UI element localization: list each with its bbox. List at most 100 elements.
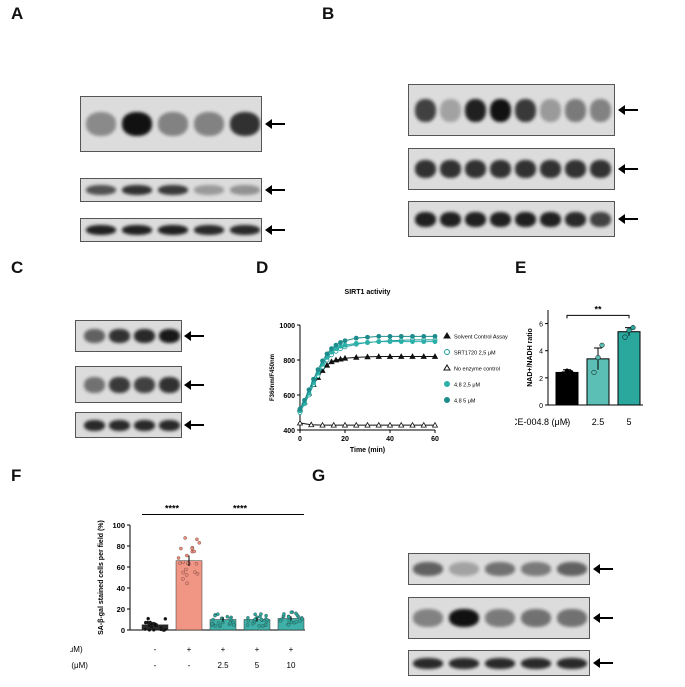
- data-point: [622, 334, 628, 340]
- data-point: [298, 619, 302, 623]
- protein-band: [484, 609, 516, 627]
- protein-band: [193, 112, 225, 136]
- data-point: [421, 333, 427, 339]
- data-point: [375, 353, 382, 359]
- chart-title: SIRT1 activity: [345, 289, 391, 296]
- data-point: [353, 340, 359, 346]
- protein-band: [158, 376, 180, 393]
- western-blot-panel-a: [0, 0, 320, 250]
- data-point: [409, 421, 416, 428]
- data-point: [286, 622, 291, 627]
- data-point: [228, 617, 233, 621]
- data-point: [364, 353, 371, 360]
- data-point: [386, 353, 394, 359]
- data-point: [259, 617, 264, 622]
- blot-strip: [80, 218, 262, 242]
- condition-mark: 2.5: [217, 661, 229, 670]
- data-point: [308, 421, 315, 428]
- legend-label: SRT1720 2,5 μM: [454, 351, 496, 357]
- western-blot-panel-g: [310, 465, 685, 685]
- data-point: [232, 623, 236, 627]
- y-tick-label: 40: [117, 584, 125, 593]
- x-axis-label: Time (min): [350, 447, 385, 454]
- protein-band: [514, 211, 536, 227]
- y-tick-label: 20: [117, 605, 125, 614]
- protein-band: [83, 419, 105, 431]
- protein-band: [158, 329, 180, 343]
- y-axis-label: F360nm/F450nm: [270, 354, 276, 401]
- data-point: [338, 340, 343, 345]
- y-tick-label: 80: [117, 542, 125, 551]
- arrow-icon: [618, 105, 638, 115]
- data-point: [264, 613, 268, 618]
- data-point: [306, 387, 312, 393]
- data-point: [192, 549, 196, 554]
- protein-band: [121, 225, 153, 235]
- y-tick-label: 4: [539, 349, 543, 356]
- condition-label: VCE-004.8 (μM): [70, 661, 88, 670]
- legend-marker: [444, 381, 450, 387]
- y-axis-label: NAD+/NADH ratio: [527, 328, 534, 387]
- protein-band: [85, 225, 117, 235]
- data-point: [398, 421, 405, 428]
- blot-strip: [80, 178, 262, 202]
- legend-label: 4.8 5 μM: [454, 399, 476, 405]
- data-point: [296, 419, 304, 426]
- data-point: [364, 421, 371, 428]
- data-point: [410, 339, 415, 345]
- data-point: [420, 421, 427, 428]
- data-point: [311, 376, 316, 382]
- data-point: [560, 371, 566, 377]
- x-tick-label: 0: [298, 436, 302, 443]
- data-point: [213, 613, 217, 618]
- data-point: [353, 354, 360, 360]
- sirt1-activity-chart: SIRT1 activity 0 20 40 60 400 600 800 1000 Time (…: [270, 289, 508, 454]
- protein-band: [564, 98, 586, 122]
- blot-strip: [408, 84, 615, 136]
- data-point: [398, 333, 404, 339]
- blot-strip: [408, 201, 615, 237]
- data-point: [193, 570, 197, 574]
- blot-strip: [408, 597, 590, 639]
- x-category-label: -: [566, 417, 569, 427]
- protein-band: [412, 609, 444, 627]
- data-point: [225, 614, 230, 619]
- protein-band: [556, 562, 588, 576]
- arrow-icon: [593, 564, 613, 574]
- data-point: [630, 325, 636, 331]
- legend-marker: [443, 332, 451, 339]
- data-point: [376, 339, 382, 345]
- y-tick-label: 600: [283, 393, 295, 400]
- y-tick-label: 2: [539, 376, 543, 383]
- protein-band: [514, 98, 536, 122]
- protein-band: [484, 562, 516, 576]
- condition-mark: 5: [255, 661, 260, 670]
- legend-label: No enzyme control: [454, 367, 500, 373]
- data-point: [250, 621, 255, 626]
- protein-band: [133, 329, 155, 343]
- data-point: [420, 353, 427, 359]
- protein-band: [464, 160, 486, 178]
- protein-band: [414, 211, 436, 227]
- data-point: [320, 358, 325, 364]
- data-point: [146, 616, 150, 621]
- protein-band: [539, 211, 561, 227]
- data-point: [421, 339, 427, 345]
- protein-band: [121, 112, 153, 136]
- protein-band: [556, 609, 588, 627]
- data-point: [195, 572, 200, 576]
- protein-band: [414, 160, 436, 178]
- data-point: [365, 340, 370, 345]
- y-tick-label: 400: [283, 428, 295, 435]
- data-point: [162, 628, 167, 632]
- condition-mark: -: [188, 661, 191, 670]
- protein-band: [193, 225, 225, 235]
- data-point: [333, 342, 339, 348]
- data-point: [595, 354, 601, 361]
- y-tick-label: 1000: [279, 323, 295, 330]
- arrow-icon: [184, 420, 204, 430]
- data-point: [341, 421, 349, 428]
- data-point: [282, 612, 286, 616]
- data-point: [626, 327, 632, 333]
- y-tick-label: 6: [539, 322, 543, 329]
